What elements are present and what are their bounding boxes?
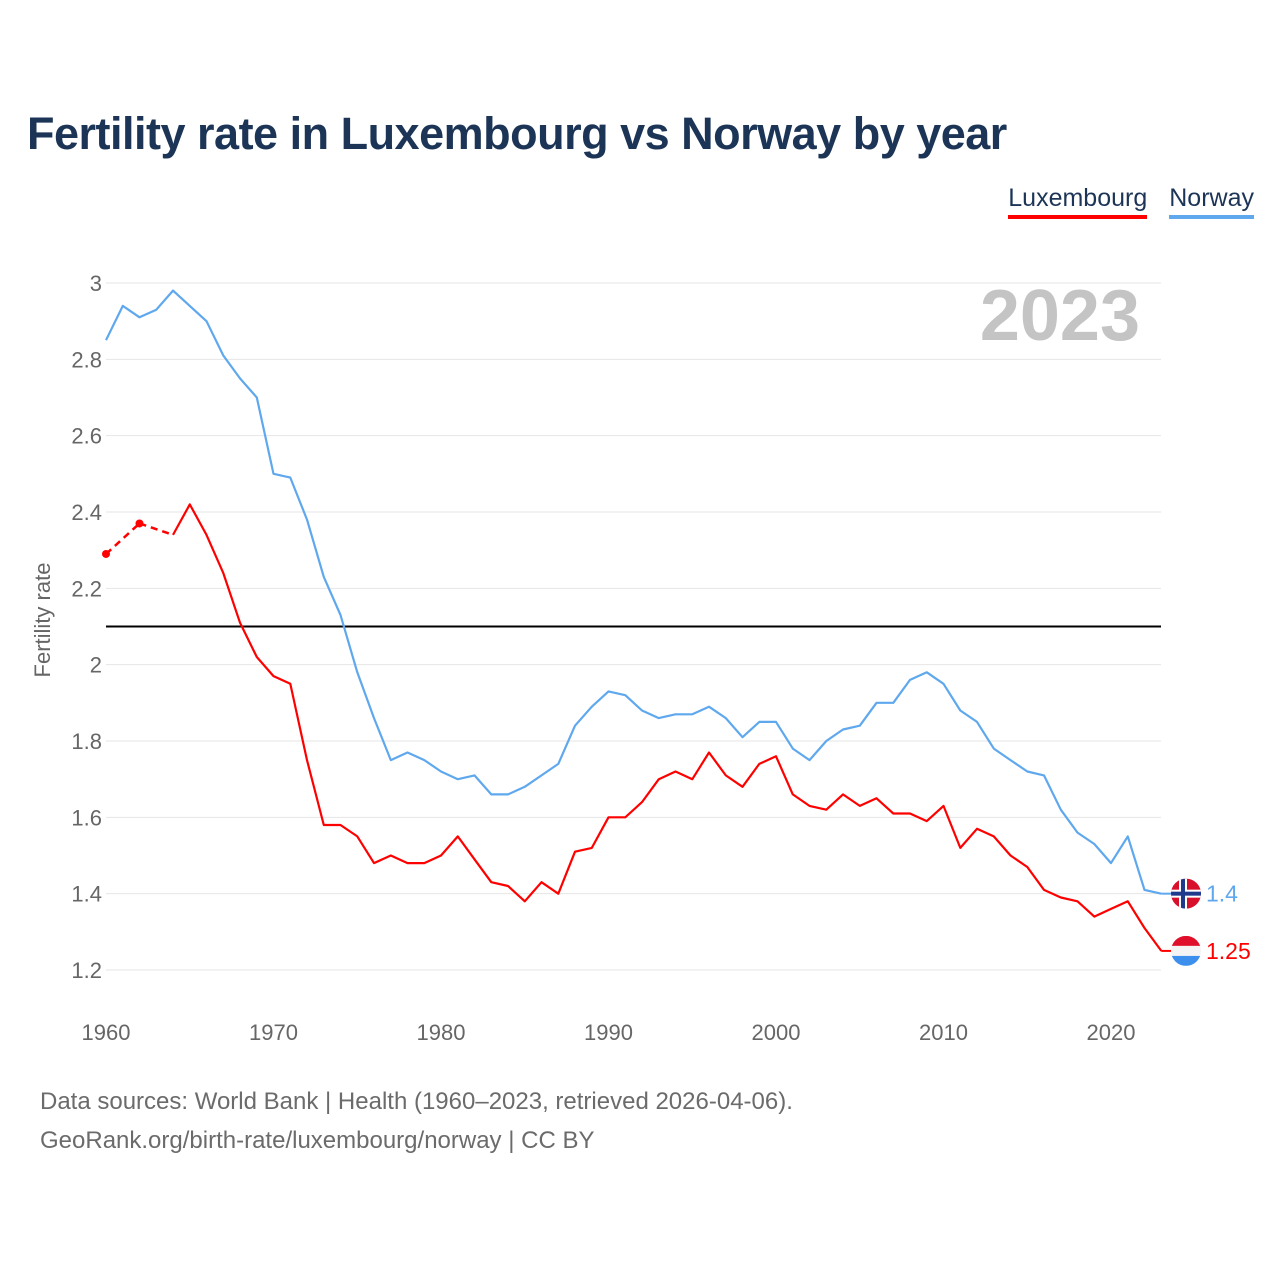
- x-tick-label: 2020: [1087, 1020, 1136, 1045]
- norway-flag-icon: [1171, 878, 1201, 909]
- x-tick-label: 1960: [82, 1020, 131, 1045]
- flag-blue-v: [1181, 878, 1185, 909]
- x-tick-label: 1980: [417, 1020, 466, 1045]
- flag-body: [1171, 878, 1201, 909]
- flag-blue: [1171, 955, 1201, 966]
- footer-link[interactable]: GeoRank.org/birth-rate/luxembourg/norway…: [40, 1127, 595, 1154]
- x-tick-label: 2010: [919, 1020, 968, 1045]
- y-tick-label: 1.2: [71, 958, 102, 983]
- flag-white: [1171, 945, 1201, 956]
- flag-red: [1171, 935, 1201, 946]
- flag-body: [1171, 935, 1201, 966]
- footer-source: Data sources: World Bank | Health (1960–…: [40, 1088, 793, 1115]
- y-tick-label: 2: [90, 653, 102, 678]
- y-tick-label: 2.6: [71, 424, 102, 449]
- luxembourg-gap-segment: [139, 522, 174, 537]
- y-tick-label: 1.4: [71, 882, 102, 907]
- luxembourg-end-value-label: 1.25: [1206, 938, 1251, 964]
- luxembourg-line: [172, 503, 1163, 952]
- y-tick-label: 2.8: [71, 347, 102, 372]
- norway-end-value-label: 1.4: [1206, 881, 1238, 907]
- legend: Luxembourg Norway: [1008, 184, 1254, 219]
- luxembourg-gap-segment: [105, 522, 141, 555]
- legend-norway[interactable]: Norway: [1169, 184, 1254, 219]
- y-axis-label: Fertility rate: [30, 563, 55, 678]
- y-tick-label: 1.8: [71, 729, 102, 754]
- legend-luxembourg[interactable]: Luxembourg: [1008, 184, 1148, 219]
- y-tick-label: 3: [90, 271, 102, 296]
- norway-line: [105, 289, 1162, 895]
- x-tick-label: 2000: [752, 1020, 801, 1045]
- x-tick-label: 1990: [584, 1020, 633, 1045]
- year-watermark: 2023: [980, 276, 1140, 356]
- x-tick-label: 1970: [249, 1020, 298, 1045]
- y-tick-label: 2.4: [71, 500, 102, 525]
- luxembourg-flag-icon: [1171, 935, 1201, 966]
- y-tick-label: 1.6: [71, 805, 102, 830]
- chart-title: Fertility rate in Luxembourg vs Norway b…: [27, 108, 1007, 159]
- y-tick-label: 2.2: [71, 576, 102, 601]
- flag-blue-h: [1171, 891, 1201, 896]
